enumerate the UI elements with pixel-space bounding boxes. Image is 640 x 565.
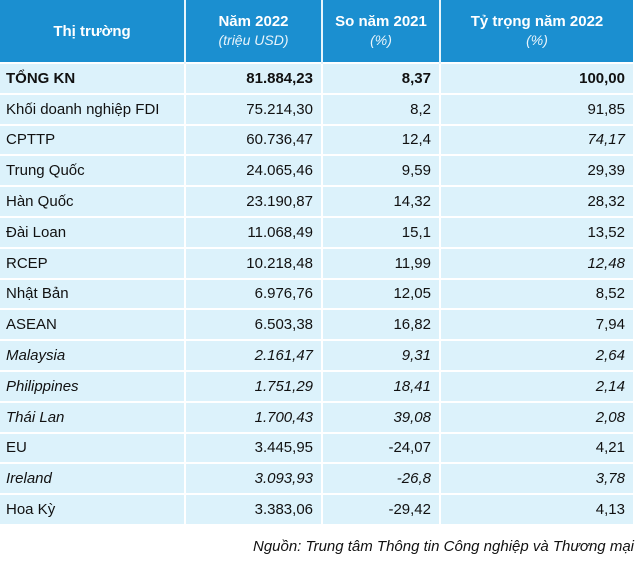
cell-share: 29,39 xyxy=(439,154,633,187)
cell-change: 12,4 xyxy=(321,123,440,156)
cell-share: 91,85 xyxy=(439,92,633,125)
table-row: EU 3.445,95 -24,07 4,21 xyxy=(0,431,633,464)
cell-market: Philippines xyxy=(0,369,185,402)
cell-market: EU xyxy=(0,431,185,464)
cell-share: 12,48 xyxy=(439,246,633,279)
header-vs2021-label: So năm 2021 xyxy=(335,13,427,30)
cell-market: Khối doanh nghiệp FDI xyxy=(0,92,185,125)
table-row: ASEAN 6.503,38 16,82 7,94 xyxy=(0,308,633,341)
table-row: Malaysia 2.161,47 9,31 2,64 xyxy=(0,339,633,371)
cell-value: 75.214,30 xyxy=(184,92,322,125)
cell-share: 74,17 xyxy=(439,123,633,156)
cell-change: 9,59 xyxy=(321,154,440,187)
export-markets-table: Thị trường Năm 2022 (triệu USD) So năm 20… xyxy=(0,0,633,524)
table-row: Thái Lan 1.700,43 39,08 2,08 xyxy=(0,400,633,433)
cell-market: TỔNG KN xyxy=(0,62,185,94)
cell-value: 11.068,49 xyxy=(184,215,322,248)
cell-value: 23.190,87 xyxy=(184,185,322,217)
cell-value: 24.065,46 xyxy=(184,154,322,187)
cell-value: 3.445,95 xyxy=(184,431,322,464)
cell-share: 28,32 xyxy=(439,185,633,217)
cell-share: 100,00 xyxy=(439,62,633,94)
cell-value: 3.093,93 xyxy=(184,462,322,495)
cell-share: 2,14 xyxy=(439,369,633,402)
cell-share: 2,08 xyxy=(439,400,633,433)
header-vs2021-unit: (%) xyxy=(370,32,392,48)
cell-change: 8,37 xyxy=(321,62,440,94)
cell-market: Malaysia xyxy=(0,339,185,371)
cell-market: Nhật Bản xyxy=(0,277,185,310)
cell-share: 4,13 xyxy=(439,493,633,524)
cell-market: Thái Lan xyxy=(0,400,185,433)
cell-change: 15,1 xyxy=(321,215,440,248)
table-row: Ireland 3.093,93 -26,8 3,78 xyxy=(0,462,633,495)
cell-change: -24,07 xyxy=(321,431,440,464)
cell-share: 7,94 xyxy=(439,308,633,341)
cell-change: 9,31 xyxy=(321,339,440,371)
header-year2022: Năm 2022 (triệu USD) xyxy=(184,0,322,63)
cell-change: 14,32 xyxy=(321,185,440,217)
cell-value: 6.976,76 xyxy=(184,277,322,310)
header-share2022-unit: (%) xyxy=(526,32,548,48)
header-year2022-unit: (triệu USD) xyxy=(218,32,289,48)
cell-share: 8,52 xyxy=(439,277,633,310)
cell-change: 8,2 xyxy=(321,92,440,125)
table-row: Đài Loan 11.068,49 15,1 13,52 xyxy=(0,215,633,248)
source-note: Nguồn: Trung tâm Thông tin Công nghiệp v… xyxy=(252,538,634,555)
header-share2022: Tỷ trọng năm 2022 (%) xyxy=(439,0,633,63)
header-market-label: Thị trường xyxy=(53,22,131,40)
cell-market: Đài Loan xyxy=(0,215,185,248)
header-market: Thị trường xyxy=(0,0,185,63)
cell-value: 1.751,29 xyxy=(184,369,322,402)
cell-market: RCEP xyxy=(0,246,185,279)
table-header-row: Thị trường Năm 2022 (triệu USD) So năm 20… xyxy=(0,0,633,63)
cell-change: -29,42 xyxy=(321,493,440,524)
cell-share: 3,78 xyxy=(439,462,633,495)
cell-value: 6.503,38 xyxy=(184,308,322,341)
table-row: Hoa Kỳ 3.383,06 -29,42 4,13 xyxy=(0,493,633,524)
cell-market: ASEAN xyxy=(0,308,185,341)
cell-change: 39,08 xyxy=(321,400,440,433)
table-row: Hàn Quốc 23.190,87 14,32 28,32 xyxy=(0,185,633,217)
cell-share: 2,64 xyxy=(439,339,633,371)
cell-market: CPTTP xyxy=(0,123,185,156)
table-row: Khối doanh nghiệp FDI 75.214,30 8,2 91,85 xyxy=(0,92,633,125)
cell-value: 1.700,43 xyxy=(184,400,322,433)
cell-value: 2.161,47 xyxy=(184,339,322,371)
cell-change: -26,8 xyxy=(321,462,440,495)
cell-change: 16,82 xyxy=(321,308,440,341)
cell-share: 13,52 xyxy=(439,215,633,248)
cell-change: 18,41 xyxy=(321,369,440,402)
cell-change: 11,99 xyxy=(321,246,440,279)
cell-market: Hoa Kỳ xyxy=(0,493,185,524)
header-year2022-label: Năm 2022 xyxy=(218,13,289,30)
cell-value: 10.218,48 xyxy=(184,246,322,279)
table-row: CPTTP 60.736,47 12,4 74,17 xyxy=(0,123,633,156)
cell-change: 12,05 xyxy=(321,277,440,310)
cell-value: 3.383,06 xyxy=(184,493,322,524)
table-row: Philippines 1.751,29 18,41 2,14 xyxy=(0,369,633,402)
header-vs2021: So năm 2021 (%) xyxy=(321,0,440,63)
table-row: Nhật Bản 6.976,76 12,05 8,52 xyxy=(0,277,633,310)
table-row: TỔNG KN 81.884,23 8,37 100,00 xyxy=(0,62,633,94)
cell-share: 4,21 xyxy=(439,431,633,464)
cell-value: 81.884,23 xyxy=(184,62,322,94)
table-row: Trung Quốc 24.065,46 9,59 29,39 xyxy=(0,154,633,187)
cell-market: Ireland xyxy=(0,462,185,495)
table-row: RCEP 10.218,48 11,99 12,48 xyxy=(0,246,633,279)
cell-value: 60.736,47 xyxy=(184,123,322,156)
cell-market: Trung Quốc xyxy=(0,154,185,187)
cell-market: Hàn Quốc xyxy=(0,185,185,217)
header-share2022-label: Tỷ trọng năm 2022 xyxy=(470,13,604,30)
